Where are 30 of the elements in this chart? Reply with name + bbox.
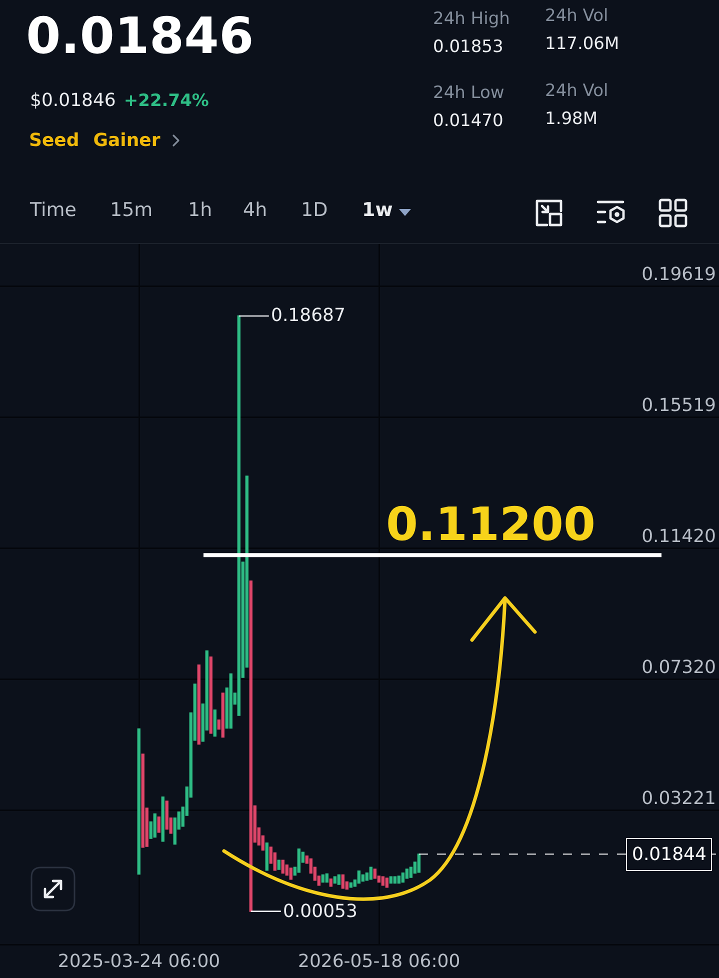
ref-line-label: 0.01844 <box>632 844 706 865</box>
y-tick-label: 0.07320 <box>642 656 716 678</box>
y-tick-label: 0.19619 <box>642 264 716 285</box>
text: 0.01470 <box>433 111 504 132</box>
y-tick-label: 0.15519 <box>642 394 716 416</box>
text: 24h Vol <box>545 6 608 27</box>
y-tick-label: 0.11420 <box>642 526 716 547</box>
text: 117.06M <box>545 34 620 55</box>
text: 24h High <box>433 9 510 30</box>
text: Seed <box>29 130 80 151</box>
ref-line-label: 0.11200 <box>386 497 596 551</box>
text: Gainer <box>93 130 160 151</box>
text: 4h <box>243 199 268 222</box>
text: $0.01846 <box>30 90 116 111</box>
y-tick-label: 0.03221 <box>642 788 716 809</box>
text: 0.01853 <box>433 37 504 58</box>
text: 1.98M <box>545 109 598 130</box>
text: 1D <box>301 199 328 222</box>
text: +22.74% <box>124 90 209 110</box>
text: 0.01846 <box>26 7 254 66</box>
annotation: 0.18687 <box>271 305 346 326</box>
annotation: 0.00053 <box>283 901 358 922</box>
text: 24h Low <box>433 83 504 104</box>
text: 1w <box>362 199 393 222</box>
text: Time <box>30 199 76 222</box>
text: 15m <box>110 199 153 222</box>
text: 1h <box>188 199 212 222</box>
x-tick-label: 2025-03-24 06:00 <box>58 951 220 972</box>
text: 24h Vol <box>545 81 608 102</box>
x-tick-label: 2026-05-18 06:00 <box>298 951 460 972</box>
